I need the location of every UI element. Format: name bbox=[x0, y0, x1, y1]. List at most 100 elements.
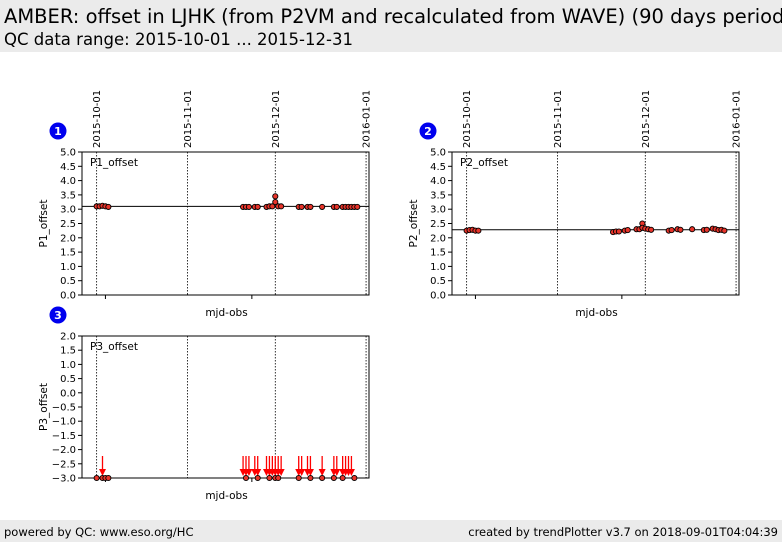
data-point bbox=[278, 203, 285, 210]
data-point bbox=[254, 474, 261, 482]
y-tick-label: 4.0 bbox=[60, 176, 76, 187]
data-point bbox=[668, 227, 675, 234]
y-tick-label: 1.0 bbox=[60, 360, 76, 371]
y-axis-label: P2_offset bbox=[408, 200, 420, 248]
data-point bbox=[319, 203, 326, 210]
x-axis-label: mjd-obs bbox=[575, 307, 617, 319]
plot-frame bbox=[81, 151, 370, 296]
date-tick-label: 2015-12-01 bbox=[271, 90, 282, 148]
date-tick-label: 2015-10-01 bbox=[92, 90, 103, 148]
panel-label: P2_offset bbox=[460, 157, 508, 169]
page-title: AMBER: offset in LJHK (from P2VM and rec… bbox=[4, 5, 782, 28]
panel-badge-circle bbox=[419, 122, 437, 140]
y-tick-label: 2.5 bbox=[430, 219, 446, 230]
y-tick-label: 3.0 bbox=[430, 205, 446, 216]
data-point bbox=[351, 474, 358, 482]
data-point bbox=[272, 193, 279, 200]
data-point bbox=[354, 203, 361, 210]
y-tick-label: −2.5 bbox=[52, 459, 76, 470]
date-tick-label: 2015-10-01 bbox=[462, 90, 473, 148]
data-point bbox=[254, 203, 261, 210]
data-point bbox=[475, 227, 482, 234]
out-of-range-arrow bbox=[99, 456, 106, 476]
arrow-head bbox=[277, 469, 285, 476]
footer-powered-by: powered by QC: www.eso.org/HC bbox=[4, 525, 194, 539]
plot-panel-1: 2015-10-01 2015-11-01 2015-12-01 2016-01-01… bbox=[38, 90, 373, 319]
date-tick-label: 2016-01-01 bbox=[362, 90, 373, 148]
out-of-range-arrow bbox=[254, 456, 262, 476]
data-point bbox=[266, 474, 273, 482]
report-header: AMBER: offset in LJHK (from P2VM and rec… bbox=[0, 0, 782, 52]
y-tick-label: 0.5 bbox=[430, 276, 446, 287]
y-tick-label: 5.0 bbox=[60, 148, 76, 159]
data-point bbox=[624, 227, 631, 234]
y-tick-label: 1.0 bbox=[430, 262, 446, 273]
y-tick-label: 2.0 bbox=[430, 233, 446, 244]
out-of-range-arrow bbox=[333, 456, 341, 476]
arrow-head bbox=[245, 469, 253, 476]
arrow-head bbox=[318, 469, 326, 476]
y-tick-label: 1.5 bbox=[60, 346, 76, 357]
y-tick-label: 4.5 bbox=[430, 162, 446, 173]
arrow-head bbox=[298, 469, 306, 476]
data-point bbox=[105, 474, 112, 482]
y-tick-label: 2.0 bbox=[60, 233, 76, 244]
y-tick-label: 5.0 bbox=[430, 148, 446, 159]
date-tick-label: 2015-12-01 bbox=[641, 90, 652, 148]
y-tick-label: 0.0 bbox=[60, 291, 76, 302]
y-tick-label: 1.5 bbox=[60, 248, 76, 259]
y-tick-label: 3.5 bbox=[60, 190, 76, 201]
x-axis-label: mjd-obs bbox=[205, 490, 247, 502]
data-point bbox=[307, 203, 314, 210]
y-tick-label: 1.0 bbox=[60, 262, 76, 273]
plot-frame bbox=[451, 151, 740, 296]
panel-badge-number: 3 bbox=[54, 309, 62, 322]
data-point bbox=[307, 474, 314, 482]
y-tick-label: 0.5 bbox=[60, 374, 76, 385]
data-point bbox=[703, 226, 710, 233]
arrow-head bbox=[333, 469, 341, 476]
y-tick-label: −2.0 bbox=[52, 445, 76, 456]
data-point bbox=[615, 228, 622, 235]
data-point bbox=[319, 474, 326, 482]
out-of-range-arrow bbox=[306, 456, 314, 476]
y-tick-label: 3.0 bbox=[60, 205, 76, 216]
data-point bbox=[677, 226, 684, 233]
x-axis-label: mjd-obs bbox=[205, 307, 247, 319]
y-tick-label: 0.0 bbox=[430, 291, 446, 302]
report-footer: powered by QC: www.eso.org/HC created by… bbox=[0, 520, 782, 542]
out-of-range-arrow bbox=[298, 456, 306, 476]
y-tick-label: −1.5 bbox=[52, 431, 76, 442]
panel-badge-circle bbox=[49, 122, 67, 140]
y-tick-label: 2.0 bbox=[60, 332, 76, 343]
y-axis-label: P3_offset bbox=[38, 383, 50, 431]
data-point bbox=[105, 203, 112, 210]
y-tick-label: 4.0 bbox=[430, 176, 446, 187]
y-tick-label: 3.5 bbox=[430, 190, 446, 201]
y-tick-label: 4.5 bbox=[60, 162, 76, 173]
arrow-head bbox=[347, 469, 355, 476]
data-point bbox=[298, 203, 305, 210]
date-tick-label: 2016-01-01 bbox=[732, 90, 743, 148]
panel-badge-circle bbox=[49, 306, 67, 324]
data-point bbox=[93, 474, 100, 482]
out-of-range-arrow bbox=[277, 456, 285, 476]
page-subtitle: QC data range: 2015-10-01 ... 2015-12-31 bbox=[4, 30, 353, 49]
arrow-head bbox=[99, 469, 106, 476]
y-tick-label: 0.0 bbox=[60, 388, 76, 399]
panel-badge-number: 1 bbox=[54, 125, 62, 138]
plot-panel-3: −3.0 −2.5 −2.0 −1.5 −1.0 −0.5 0.0 0.5 1.0 1.5 2.0 P… bbox=[38, 306, 370, 502]
footer-created-by: created by trendPlotter v3.7 on 2018-09-… bbox=[468, 525, 778, 539]
y-tick-label: −0.5 bbox=[52, 403, 76, 414]
y-tick-label: 1.5 bbox=[430, 248, 446, 259]
plot-frame bbox=[81, 335, 370, 479]
panel-badge-number: 2 bbox=[424, 125, 432, 138]
data-point bbox=[339, 474, 346, 482]
panel-label: P3_offset bbox=[90, 341, 138, 353]
out-of-range-arrow bbox=[347, 456, 355, 476]
data-point bbox=[721, 227, 728, 234]
data-point bbox=[272, 198, 279, 206]
data-point bbox=[330, 474, 337, 482]
y-tick-label: 0.5 bbox=[60, 276, 76, 287]
